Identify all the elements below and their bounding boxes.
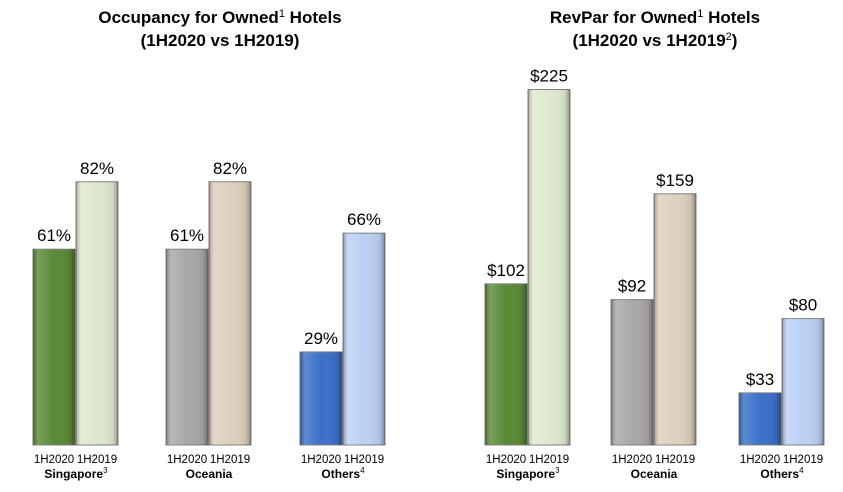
revpar-value-label-singapore-1h2019: $225 [530, 67, 568, 86]
revpar-tick-label-others-1h2019: 1H2019 [783, 454, 823, 466]
revpar-value-label-others-1h2019: $80 [789, 296, 817, 315]
revpar-chart-subtitle: (1H2020 vs 1H20192) [573, 31, 738, 50]
occupancy-chart-title: Occupancy for Owned1 Hotels [98, 8, 341, 27]
occupancy-value-label-oceania-1h2019: 82% [213, 159, 247, 178]
revpar-category-label-singapore: Singapore3 [496, 466, 560, 481]
occupancy-tick-label-singapore-1h2020: 1H2020 [34, 454, 74, 466]
revpar-bar-oceania-1h2020 [610, 299, 654, 446]
revpar-chart-title: RevPar for Owned1 Hotels [550, 8, 760, 27]
revpar-bar-others-1h2020 [738, 392, 782, 446]
bars-layer: 61%1H202082%1H2019Singapore361%1H202082%… [32, 67, 825, 481]
revpar-value-label-others-1h2020: $33 [746, 370, 774, 389]
revpar-value-label-oceania-1h2020: $92 [618, 277, 646, 296]
occupancy-bar-singapore-1h2020 [32, 248, 76, 446]
occupancy-tick-label-oceania-1h2020: 1H2020 [167, 454, 207, 466]
occupancy-bar-others-1h2019 [342, 232, 386, 446]
revpar-bar-oceania-1h2019 [653, 193, 697, 446]
revpar-value-label-singapore-1h2020: $102 [487, 261, 525, 280]
occupancy-value-label-singapore-1h2019: 82% [80, 159, 114, 178]
revpar-category-label-others: Others4 [760, 466, 804, 481]
occupancy-category-label-others: Others4 [321, 466, 365, 481]
occupancy-bar-singapore-1h2019 [75, 181, 119, 446]
revpar-bar-singapore-1h2019 [527, 89, 571, 446]
revpar-tick-label-oceania-1h2019: 1H2019 [655, 454, 695, 466]
occupancy-tick-label-others-1h2020: 1H2020 [301, 454, 341, 466]
occupancy-value-label-singapore-1h2020: 61% [37, 226, 71, 245]
occupancy-tick-label-oceania-1h2019: 1H2019 [210, 454, 250, 466]
occupancy-bar-oceania-1h2020 [165, 248, 209, 446]
revpar-category-label-oceania: Oceania [631, 467, 678, 481]
occupancy-value-label-others-1h2019: 66% [347, 210, 381, 229]
occupancy-category-label-singapore: Singapore3 [44, 466, 108, 481]
occupancy-tick-label-others-1h2019: 1H2019 [344, 454, 384, 466]
revpar-tick-label-oceania-1h2020: 1H2020 [612, 454, 652, 466]
occupancy-tick-label-singapore-1h2019: 1H2019 [77, 454, 117, 466]
occupancy-value-label-oceania-1h2020: 61% [170, 226, 204, 245]
revpar-tick-label-others-1h2020: 1H2020 [740, 454, 780, 466]
occupancy-value-label-others-1h2020: 29% [304, 329, 338, 348]
occupancy-bar-oceania-1h2019 [208, 181, 252, 446]
revpar-value-label-oceania-1h2019: $159 [656, 171, 694, 190]
revpar-bar-others-1h2019 [781, 318, 825, 446]
occupancy-category-label-oceania: Oceania [186, 467, 233, 481]
revpar-tick-label-singapore-1h2020: 1H2020 [486, 454, 526, 466]
occupancy-chart-subtitle: (1H2020 vs 1H2019) [141, 31, 300, 50]
revpar-bar-singapore-1h2020 [484, 283, 528, 446]
occupancy-bar-others-1h2020 [299, 351, 343, 446]
revpar-tick-label-singapore-1h2019: 1H2019 [529, 454, 569, 466]
